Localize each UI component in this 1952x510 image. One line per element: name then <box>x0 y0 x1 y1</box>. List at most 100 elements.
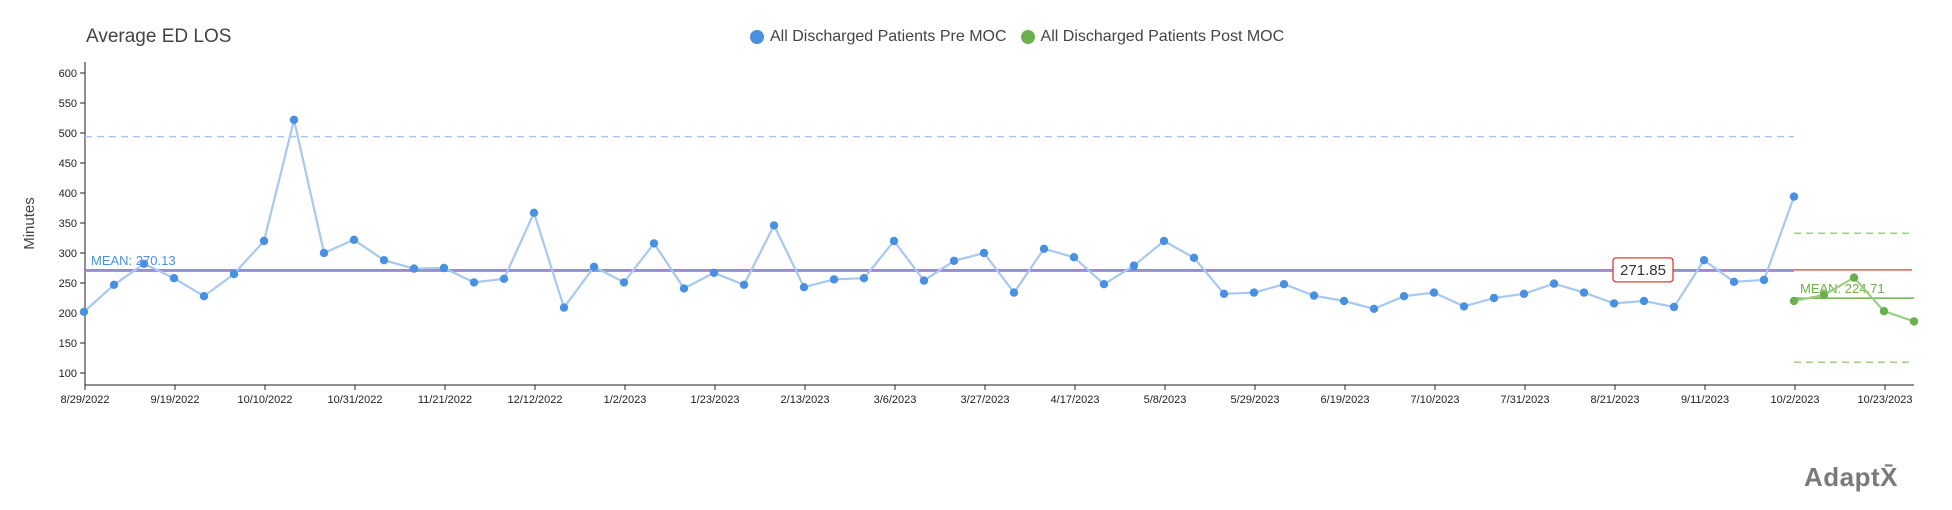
x-tick-label: 7/31/2023 <box>1501 394 1550 406</box>
pre-moc-data-point <box>1519 289 1529 298</box>
pre-moc-data-point <box>859 274 869 283</box>
y-tick-label: 100 <box>59 368 77 380</box>
x-tick-label: 10/31/2022 <box>327 394 382 406</box>
pre-moc-data-point <box>79 307 89 316</box>
pre-moc-data-point <box>1759 275 1769 285</box>
pre-moc-data-point <box>709 268 719 277</box>
pre-moc-data-point <box>1429 288 1439 297</box>
pre-moc-data-point <box>1729 277 1739 286</box>
pre-moc-data-point <box>1489 293 1499 303</box>
x-tick-label: 10/10/2022 <box>237 394 292 406</box>
pre-moc-data-point <box>319 248 329 258</box>
pre-moc-data-point <box>589 262 599 271</box>
y-tick-label: 550 <box>59 98 77 110</box>
x-tick-label: 5/8/2023 <box>1144 394 1187 406</box>
pre-moc-data-point <box>949 256 959 265</box>
y-tick-label: 350 <box>59 218 77 230</box>
pre-moc-data-point <box>889 236 899 246</box>
x-tick-label: 5/29/2023 <box>1231 394 1280 406</box>
x-tick-label: 9/11/2023 <box>1681 394 1729 406</box>
pre-moc-data-point <box>1099 280 1109 289</box>
pre-moc-data-point <box>349 235 359 244</box>
legend-dot-post-moc <box>1020 30 1035 44</box>
x-tick-label: 9/19/2022 <box>151 394 200 406</box>
pre-moc-data-point <box>1609 299 1619 308</box>
pre-moc-data-point <box>1159 236 1169 246</box>
x-tick-label: 2/13/2023 <box>781 394 830 406</box>
pre-moc-data-point <box>619 278 629 287</box>
pre-moc-data-point <box>739 280 749 289</box>
pre-moc-data-point <box>1699 256 1709 265</box>
pre-moc-data-point <box>229 269 239 279</box>
pre-moc-data-point <box>769 221 779 230</box>
x-tick-label: 3/27/2023 <box>961 394 1010 406</box>
x-tick-label: 1/23/2023 <box>691 394 740 406</box>
pre-moc-data-point <box>139 259 149 268</box>
x-tick-label: 11/21/2022 <box>418 394 472 406</box>
pre-moc-data-point <box>649 239 659 248</box>
pre-moc-data-point <box>199 292 209 301</box>
pre-moc-data-point <box>1189 253 1199 262</box>
pre-moc-data-point <box>109 280 119 289</box>
pre-mean-label: MEAN: 270.13 <box>91 253 176 268</box>
legend-item-pre-moc[interactable]: All Discharged Patients Pre MOC <box>750 28 1007 46</box>
y-tick-label: 400 <box>59 188 77 200</box>
y-tick-label: 450 <box>59 158 77 170</box>
pre-moc-data-point <box>559 303 569 312</box>
x-tick-label: 4/17/2023 <box>1051 394 1100 406</box>
y-tick-label: 600 <box>59 68 77 80</box>
pre-moc-data-point <box>1549 279 1559 288</box>
y-tick-label: 200 <box>59 308 77 320</box>
pre-moc-data-point <box>1369 304 1379 313</box>
pre-moc-data-point <box>799 283 809 292</box>
pre-moc-data-point <box>979 248 989 258</box>
pre-moc-data-point <box>1639 296 1649 306</box>
legend-dot-pre-moc <box>750 30 764 44</box>
x-tick-label: 10/2/2023 <box>1771 394 1820 406</box>
x-tick-label: 1/2/2023 <box>604 394 647 406</box>
pre-moc-data-point <box>439 263 449 273</box>
legend-label-pre-moc: All Discharged Patients Pre MOC <box>770 28 1007 45</box>
pre-moc-data-point <box>1009 288 1019 297</box>
post-moc-data-point <box>1819 290 1829 300</box>
pre-moc-data-point <box>1669 302 1679 312</box>
y-tick-label: 250 <box>59 278 77 290</box>
x-tick-label: 8/29/2022 <box>61 394 110 406</box>
pre-moc-data-point <box>1279 280 1289 289</box>
pre-moc-data-point <box>1219 289 1229 298</box>
post-moc-data-point <box>1849 273 1859 282</box>
pre-moc-data-point <box>1339 296 1349 306</box>
pre-moc-data-point <box>499 274 509 283</box>
pre-moc-data-point <box>1069 253 1079 262</box>
pre-moc-data-point <box>409 264 419 273</box>
value-tooltip-label: 271.85 <box>1620 262 1666 279</box>
pre-moc-data-point <box>1789 192 1799 201</box>
pre-moc-data-point <box>1309 291 1319 300</box>
pre-moc-series-line <box>83 119 1796 313</box>
post-moc-data-point <box>1789 296 1799 306</box>
pre-moc-data-point <box>1039 244 1049 253</box>
pre-moc-data-point <box>529 208 539 217</box>
x-tick-label: 3/6/2023 <box>874 394 917 406</box>
y-tick-label: 500 <box>59 128 77 140</box>
legend: All Discharged Patients Pre MOC All Disc… <box>750 28 1284 46</box>
x-tick-label: 12/12/2022 <box>507 394 562 406</box>
value-tooltip-box <box>1612 257 1674 283</box>
pre-moc-data-point <box>289 115 299 125</box>
pre-moc-data-point <box>379 256 389 265</box>
chart-title: Average ED LOS <box>86 26 232 47</box>
pre-moc-data-point <box>679 284 689 293</box>
pre-moc-data-point <box>259 236 269 246</box>
x-tick-label: 6/19/2023 <box>1321 394 1370 406</box>
legend-item-post-moc[interactable]: All Discharged Patients Post MOC <box>1020 28 1284 46</box>
y-axis-label: Minutes <box>21 197 38 250</box>
pre-moc-data-point <box>1249 288 1259 297</box>
pre-moc-data-point <box>1579 288 1589 297</box>
y-tick-label: 150 <box>59 338 77 350</box>
pre-moc-data-point <box>919 276 929 285</box>
x-tick-label: 7/10/2023 <box>1411 394 1460 406</box>
adaptx-logo: AdaptX̄ <box>1804 462 1898 492</box>
pre-moc-data-point <box>1399 292 1409 301</box>
x-tick-label: 10/23/2023 <box>1857 394 1912 406</box>
